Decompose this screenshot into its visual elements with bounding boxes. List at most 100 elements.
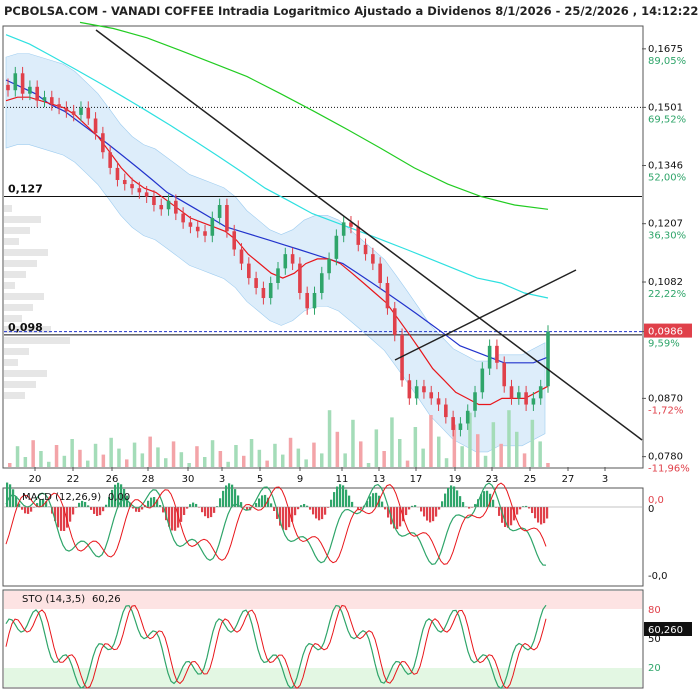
volume-profile-bar — [4, 249, 48, 256]
candle-body — [159, 205, 164, 210]
candle-body — [86, 107, 91, 119]
volume-bar — [273, 443, 277, 467]
macd-histogram-bar — [39, 499, 42, 507]
volume-bar — [468, 412, 472, 467]
macd-histogram-bar — [69, 507, 72, 522]
macd-histogram-bar — [270, 503, 273, 507]
volume-bar — [398, 439, 402, 467]
volume-profile-bar — [4, 282, 15, 289]
macd-histogram-bar — [474, 504, 477, 507]
macd-histogram-bar — [168, 507, 171, 527]
volume-bar — [234, 445, 238, 467]
macd-label: MACD (12,26,9) — [22, 492, 101, 503]
volume-bar — [8, 463, 12, 467]
macd-histogram-bar — [222, 490, 225, 507]
macd-histogram-bar — [399, 507, 402, 527]
macd-histogram-bar — [486, 490, 489, 507]
macd-histogram-bar — [90, 507, 93, 510]
macd-histogram-bar — [411, 505, 414, 507]
candle-body — [363, 244, 368, 255]
volume-bar — [522, 453, 527, 467]
macd-histogram-bar — [384, 507, 387, 510]
macd-histogram-bar — [543, 507, 546, 524]
date-axis: 20 22 26 28 30 3 5 9 11 13 17 19 23 25 27 3 — [29, 467, 608, 485]
macd-histogram-bar — [87, 505, 90, 507]
macd-histogram-bar — [210, 507, 213, 518]
macd-histogram-bar — [228, 483, 231, 507]
macd-histogram-bar — [216, 506, 219, 507]
date-tick-label: 13 — [373, 474, 386, 485]
macd-histogram-bar — [468, 507, 471, 509]
macd-histogram-bar — [396, 507, 399, 530]
macd-histogram-bar — [231, 484, 234, 507]
macd-histogram-bar — [324, 507, 327, 515]
macd-histogram-bar — [18, 503, 21, 507]
macd-histogram-bar — [81, 500, 84, 507]
volume-bar — [15, 446, 20, 467]
macd-histogram-bar — [234, 489, 237, 507]
macd-histogram-bar — [519, 507, 522, 510]
candle-body — [312, 292, 317, 309]
macd-histogram-bar — [60, 507, 63, 531]
macd-histogram-bar — [96, 507, 99, 516]
volume-bar — [179, 452, 184, 467]
price-pct-label: 52,00% — [648, 173, 686, 184]
macd-histogram-bar — [531, 507, 534, 514]
candle-body — [356, 226, 361, 245]
date-tick-label: 20 — [29, 474, 42, 485]
candle-body — [64, 107, 69, 112]
candle-body — [115, 167, 120, 180]
volume-bar — [187, 463, 191, 467]
macd-histogram-bar — [405, 507, 408, 516]
macd-histogram-bar — [522, 506, 525, 507]
macd-histogram-bar — [534, 507, 537, 519]
macd-histogram-bar — [27, 507, 30, 514]
macd-histogram-bar — [75, 507, 78, 508]
candle-body — [524, 392, 528, 405]
macd-histogram-bar — [375, 492, 378, 507]
candle-body — [465, 410, 470, 424]
volume-profile-bar — [4, 227, 30, 234]
macd-histogram-bar — [105, 504, 108, 507]
macd-value: 0,00 — [108, 492, 130, 503]
volume-bar — [281, 454, 285, 467]
candle-body — [217, 205, 222, 218]
macd-histogram-bar — [255, 503, 258, 507]
volume-bar — [101, 454, 106, 467]
macd-histogram-bar — [138, 507, 141, 512]
sto-value-badge — [644, 622, 692, 636]
volume-bar — [132, 442, 137, 467]
macd-histogram-bar — [72, 507, 75, 515]
volume-bar — [312, 442, 316, 467]
volume-bar — [265, 460, 269, 467]
volume-bar — [460, 446, 464, 467]
volume-bar — [54, 445, 59, 467]
candle-body — [137, 188, 142, 193]
macd-histogram-bar — [528, 507, 531, 509]
volume-bar — [288, 437, 293, 467]
candle-body — [473, 392, 477, 411]
candle-body — [239, 249, 244, 264]
candle-body — [225, 205, 229, 232]
sto-axis: 80 50 20 60,260 — [644, 605, 692, 674]
candle-body — [327, 258, 331, 274]
candle-body — [49, 97, 54, 105]
macd-histogram-bar — [240, 502, 243, 507]
volume-bar — [47, 461, 51, 467]
price-tick-label: 0,1346 — [648, 161, 683, 172]
volume-bar — [491, 422, 496, 467]
volume-bar — [444, 458, 449, 467]
trend-line-down — [95, 29, 643, 441]
macd-histogram-bar — [225, 485, 228, 507]
macd-histogram-bar — [489, 493, 492, 507]
macd-histogram-bar — [132, 507, 135, 509]
macd-histogram-bar — [339, 484, 342, 507]
volume-bar — [70, 439, 74, 467]
macd-histogram-bar — [294, 507, 297, 516]
macd-histogram-bar — [102, 507, 105, 512]
macd-histogram-bar — [204, 507, 207, 517]
macd-histogram-bar — [516, 507, 519, 515]
level-label: 0,098 — [8, 321, 43, 334]
macd-histogram-bar — [21, 507, 24, 510]
volume-profile-bar — [4, 370, 47, 377]
